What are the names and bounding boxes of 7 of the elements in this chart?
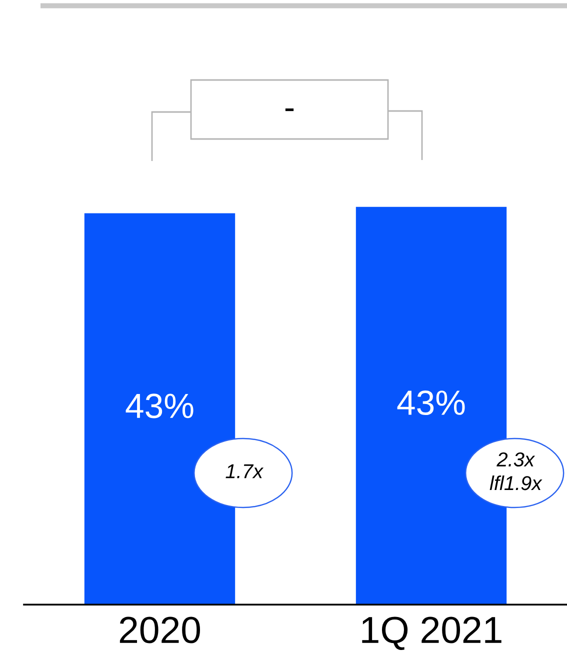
x-tick-label: 2020 [120, 616, 200, 644]
data-label: 43% [126, 394, 194, 418]
annotation: 1.7x [226, 464, 264, 478]
x-tick-label: 1Q 2021 [362, 616, 502, 650]
text: - [285, 108, 294, 112]
annotation: 2.3x lfl1.9x [490, 452, 542, 490]
data-label: 43% [397, 390, 465, 416]
